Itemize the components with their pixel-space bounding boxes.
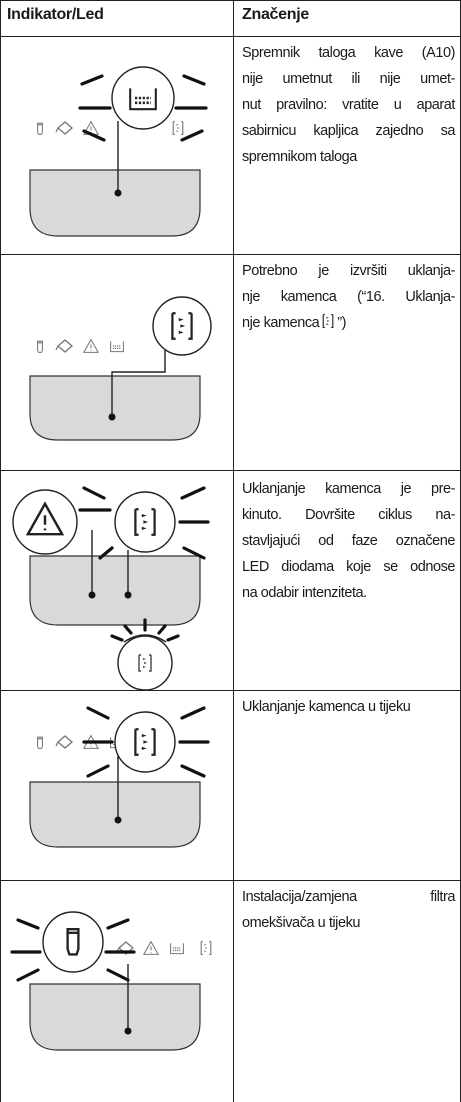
row-divider bbox=[0, 0, 461, 1]
indicator-illustration bbox=[10, 911, 212, 1051]
description: Uklanjanje kamenca u tijeku bbox=[242, 694, 455, 720]
row-divider bbox=[0, 254, 461, 255]
text-line: nije umetnut ili nije umet- bbox=[242, 71, 455, 87]
text-line: Uklanjanje kamenca u tijeku bbox=[242, 699, 411, 715]
text: nje kamenca bbox=[242, 315, 320, 331]
text-line: kinuto. Dovršite ciklus na- bbox=[242, 507, 455, 523]
text-line: spremnikom taloga bbox=[242, 149, 357, 165]
column-divider bbox=[233, 0, 234, 1102]
text-line: Spremnik taloga kave (A10) bbox=[242, 45, 455, 61]
row-divider bbox=[0, 470, 461, 471]
header-cell: Značenje bbox=[242, 6, 309, 23]
text-line: stavljajući od faze označene bbox=[242, 533, 455, 549]
table-border bbox=[0, 0, 1, 1102]
description: Uklanjanje kamenca je pre- kinuto. Dovrš… bbox=[242, 476, 455, 606]
text: ”) bbox=[337, 315, 347, 331]
text-line: omekšivača u tijeku bbox=[242, 915, 360, 931]
text-line: Instalacija/zamjena filtra bbox=[242, 889, 455, 905]
indicator-illustration bbox=[12, 486, 210, 690]
description: Instalacija/zamjena filtra omekšivača u … bbox=[242, 884, 455, 936]
text-line: nje kamenca ”) bbox=[242, 310, 455, 336]
text-line: Uklanjanje kamenca je pre- bbox=[242, 481, 455, 497]
row-divider bbox=[0, 36, 461, 37]
text-line: Potrebno je izvršiti uklanja- bbox=[242, 263, 455, 279]
description: Potrebno je izvršiti uklanja- nje kamenc… bbox=[242, 258, 455, 336]
text-line: LED diodama koje se odnose bbox=[242, 559, 455, 575]
text-line: sabirnicu kapljica zajedno sa bbox=[242, 123, 455, 139]
text-line: nje kamenca (“16. Uklanja- bbox=[242, 289, 455, 305]
row-divider bbox=[0, 690, 461, 691]
indicator-illustration bbox=[29, 706, 210, 848]
descale-icon bbox=[322, 314, 334, 328]
description: Spremnik taloga kave (A10) nije umetnut … bbox=[242, 40, 455, 170]
header-cell: Indikator/Led bbox=[7, 6, 104, 23]
row-divider bbox=[0, 880, 461, 881]
indicator-illustration bbox=[29, 296, 212, 441]
indicator-illustration bbox=[29, 66, 208, 237]
text-line: nut pravilno: vratite u aparat bbox=[242, 97, 455, 113]
text-line: na odabir intenziteta. bbox=[242, 585, 367, 601]
